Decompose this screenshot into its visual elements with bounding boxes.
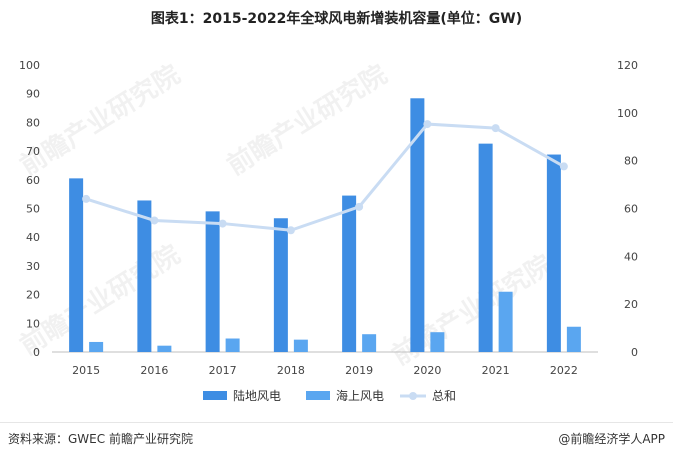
legend-marker-total	[409, 392, 417, 400]
y-right-tick-label: 0	[631, 346, 638, 359]
y-left-tick-label: 70	[26, 145, 40, 158]
chart-area: 0 10 20 30 40 50 60 70 80 90 100 0 20 40 60 80 100 120 201…	[19, 59, 638, 403]
bar-offshore	[566, 326, 581, 352]
source-note: 资料来源：GWEC 前瞻产业研究院	[8, 432, 193, 446]
y-right-tick-label: 80	[624, 155, 638, 168]
legend-swatch-offshore	[306, 391, 330, 400]
bar-offshore	[157, 345, 172, 352]
bar-onshore	[137, 200, 152, 352]
x-tick-label: 2018	[277, 364, 305, 377]
chart-title: 图表1：2015-2022年全球风电新增装机容量(单位：GW)	[150, 11, 523, 27]
y-right-tick-label: 40	[624, 250, 638, 263]
legend-swatch-onshore	[203, 391, 227, 400]
legend-label-total: 总和	[432, 389, 456, 403]
y-left-tick-label: 0	[33, 346, 40, 359]
bar-offshore	[89, 341, 104, 352]
legend-label-onshore: 陆地风电	[233, 388, 281, 403]
point-total	[82, 194, 91, 203]
point-total	[355, 202, 364, 211]
bar-onshore	[410, 98, 425, 353]
point-total	[218, 219, 227, 228]
y-left-tick-label: 100	[19, 59, 40, 72]
y-left-tick-label: 30	[26, 260, 40, 273]
bar-onshore	[69, 178, 84, 352]
bar-offshore	[225, 338, 240, 352]
point-total	[559, 162, 568, 171]
bar-offshore	[498, 291, 513, 352]
y-left-tick-label: 50	[26, 203, 40, 216]
y-right-tick-label: 100	[617, 107, 638, 120]
point-total	[150, 216, 159, 225]
bar-offshore	[362, 334, 377, 352]
credit-note: @前瞻经济学人APP	[558, 432, 665, 446]
y-right-tick-label: 20	[624, 298, 638, 311]
bar-onshore	[342, 195, 357, 352]
y-left-tick-label: 80	[26, 116, 40, 129]
y-right-tick-label: 120	[617, 59, 638, 72]
y-left-tick-label: 10	[26, 317, 40, 330]
y-left-tick-label: 90	[26, 88, 40, 101]
x-tick-label: 2020	[413, 364, 441, 377]
point-total	[423, 120, 432, 129]
x-tick-label: 2016	[140, 364, 168, 377]
x-tick-label: 2015	[72, 364, 100, 377]
point-total	[286, 226, 295, 235]
bar-onshore	[546, 154, 561, 352]
bar-offshore	[293, 339, 308, 352]
y-left-tick-label: 40	[26, 231, 40, 244]
y-left-tick-label: 60	[26, 174, 40, 187]
footer-divider	[0, 422, 673, 423]
x-tick-label: 2022	[550, 364, 578, 377]
bar-onshore	[478, 143, 493, 352]
bar-onshore	[205, 211, 220, 352]
line-total	[85, 122, 565, 232]
y-right-tick-label: 60	[624, 203, 638, 216]
x-tick-label: 2017	[209, 364, 237, 377]
x-tick-label: 2019	[345, 364, 373, 377]
x-tick-label: 2021	[482, 364, 510, 377]
y-left-tick-label: 20	[26, 289, 40, 302]
point-total	[491, 124, 500, 133]
bar-offshore	[430, 332, 445, 352]
legend-label-offshore: 海上风电	[336, 388, 384, 403]
bar-onshore	[273, 218, 288, 352]
